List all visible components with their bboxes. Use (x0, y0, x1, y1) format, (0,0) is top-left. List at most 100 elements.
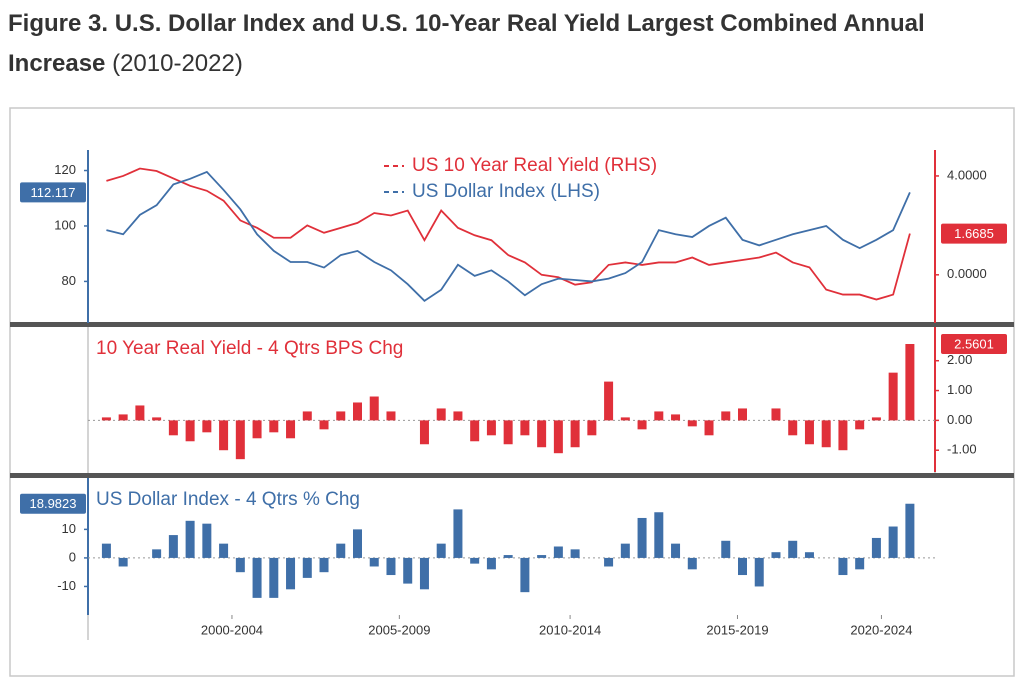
bar (553, 420, 563, 454)
bar (738, 408, 747, 421)
bar (503, 420, 513, 445)
bar (252, 420, 262, 439)
bar (721, 411, 731, 421)
bar (804, 552, 814, 558)
last-value-label: 18.9823 (30, 496, 77, 511)
bar (269, 557, 279, 598)
bar (905, 503, 915, 558)
bar (436, 543, 446, 558)
bar (604, 557, 614, 567)
y-tick-label: 1.00 (947, 382, 972, 397)
bar (738, 557, 747, 576)
bar (135, 405, 145, 421)
panel-title: US Dollar Index - 4 Qtrs % Chg (96, 489, 360, 510)
bar (152, 417, 162, 421)
bar (202, 420, 212, 433)
bar (419, 557, 429, 590)
bar (386, 411, 396, 421)
bar (202, 523, 212, 558)
bar (654, 512, 664, 558)
bar (235, 420, 245, 460)
bar (168, 420, 178, 436)
bar (286, 557, 296, 590)
last-value-label: 112.117 (30, 185, 75, 200)
bar (353, 402, 362, 421)
legend-label: US Dollar Index (LHS) (412, 181, 600, 202)
y-tick-label: -1.00 (947, 442, 977, 457)
bar (185, 420, 195, 442)
legend-label: US 10 Year Real Yield (RHS) (412, 155, 657, 176)
x-tick-label: 2015-2019 (706, 622, 768, 637)
bar (637, 517, 647, 558)
bar (754, 557, 764, 587)
bar (419, 420, 429, 445)
bar (353, 529, 362, 558)
y-tick-label: 0.0000 (947, 266, 987, 281)
bar (871, 537, 881, 558)
bar (804, 420, 814, 445)
y-tick-label: 0.00 (947, 412, 972, 427)
last-value-box (941, 223, 1007, 244)
bar (269, 420, 279, 433)
bar (671, 543, 681, 558)
separator (10, 473, 1014, 478)
y-tick-label: 10 (62, 521, 76, 536)
bar (336, 543, 346, 558)
bar (570, 420, 580, 448)
bar (637, 420, 647, 430)
bar (788, 420, 798, 436)
bar (336, 411, 346, 421)
bar (403, 557, 413, 584)
bar (771, 552, 781, 558)
bar (704, 420, 714, 436)
plot-bg (88, 150, 935, 615)
x-tick-label: 2020-2024 (850, 622, 912, 637)
bar (302, 557, 312, 578)
bar (771, 408, 781, 421)
y-tick-label: 80 (62, 273, 76, 288)
bar (654, 411, 664, 421)
bar (386, 557, 396, 576)
bar (537, 555, 547, 558)
bar (888, 372, 898, 421)
bar (453, 509, 463, 558)
last-value-label: 1.6685 (954, 226, 994, 241)
y-tick-label: -10 (57, 578, 76, 593)
y-tick-label: 0 (69, 549, 76, 564)
bar (821, 420, 831, 448)
last-value-box (20, 182, 86, 203)
bar (671, 414, 681, 421)
bar (604, 381, 614, 421)
bar (219, 420, 229, 451)
bar (486, 557, 496, 570)
bar (101, 417, 111, 421)
bar (788, 540, 798, 558)
bar (185, 520, 195, 558)
bar (252, 557, 262, 598)
bar (235, 557, 245, 573)
bar (687, 557, 697, 570)
y-tick-label: 120 (54, 162, 76, 177)
bar (587, 420, 597, 436)
y-tick-label: 2.00 (947, 352, 972, 367)
last-value-box (941, 334, 1007, 355)
bar (118, 557, 128, 567)
last-value-label: 2.5601 (954, 336, 994, 351)
bar (838, 557, 848, 576)
bar (436, 408, 446, 421)
bar (486, 420, 496, 436)
panel-title: 10 Year Real Yield - 4 Qtrs BPS Chg (96, 338, 403, 359)
bar (470, 420, 480, 442)
x-tick-label: 2010-2014 (539, 622, 601, 637)
x-tick-label: 2000-2004 (201, 622, 263, 637)
bar (838, 420, 848, 451)
bar (520, 420, 530, 436)
bar (319, 557, 329, 573)
bar (855, 420, 865, 430)
x-tick-label: 2005-2009 (368, 622, 430, 637)
last-value-box (20, 493, 86, 514)
bar (302, 411, 312, 421)
bar (905, 344, 915, 421)
